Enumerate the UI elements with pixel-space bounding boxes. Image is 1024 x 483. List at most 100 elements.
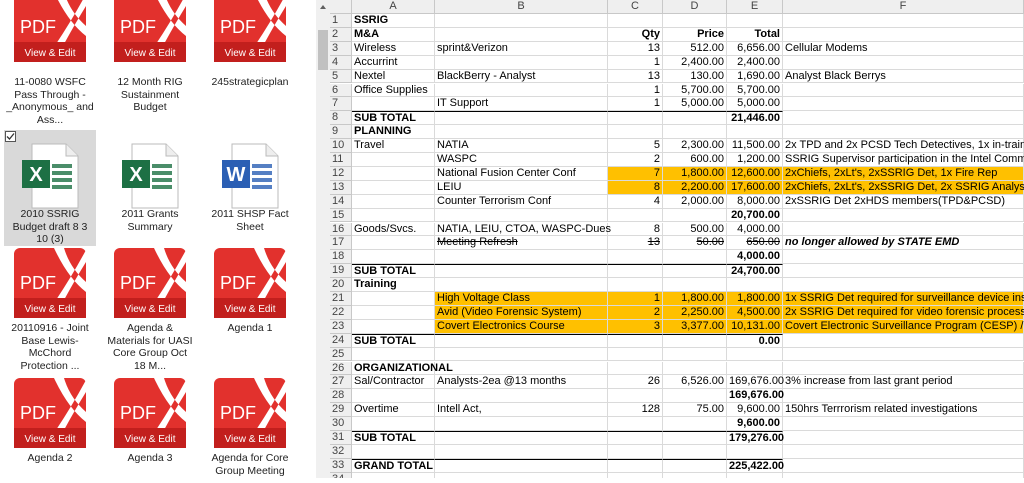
cell[interactable]: High Voltage Class xyxy=(435,292,608,306)
cell[interactable] xyxy=(608,111,663,126)
cell[interactable]: 2,200.00 xyxy=(663,180,727,195)
cell[interactable]: 21,446.00 xyxy=(727,111,783,126)
cell[interactable]: 2x SSRIG Det required for video forensic… xyxy=(783,305,1024,320)
cell[interactable]: 26 xyxy=(608,375,663,390)
cell[interactable] xyxy=(608,278,663,292)
cell[interactable] xyxy=(352,389,435,404)
cell[interactable] xyxy=(352,444,435,459)
scrollbar[interactable] xyxy=(316,0,330,478)
row-header[interactable]: 2 xyxy=(330,27,352,42)
cell[interactable]: 2,000.00 xyxy=(663,194,727,209)
cell[interactable]: WASPC xyxy=(435,153,608,167)
cell[interactable] xyxy=(352,194,435,209)
row-header[interactable]: 7 xyxy=(330,97,352,112)
cell[interactable]: 12,600.00 xyxy=(727,166,783,181)
cell[interactable]: Accurrint xyxy=(352,55,435,70)
cell[interactable]: 128 xyxy=(608,403,663,418)
cell[interactable] xyxy=(435,111,608,126)
cell[interactable]: 2,300.00 xyxy=(663,139,727,153)
cell[interactable] xyxy=(608,458,663,473)
row-header[interactable]: 12 xyxy=(330,166,352,181)
cell[interactable]: Total xyxy=(727,27,783,42)
cell[interactable]: 5 xyxy=(608,139,663,153)
cell[interactable]: 1 xyxy=(608,83,663,98)
row-header[interactable]: 4 xyxy=(330,55,352,70)
cell[interactable] xyxy=(783,389,1024,404)
cell[interactable]: 4 xyxy=(608,194,663,209)
cell[interactable] xyxy=(352,319,435,334)
cell[interactable] xyxy=(608,431,663,445)
row-header[interactable]: 32 xyxy=(330,444,352,459)
row-header[interactable]: 17 xyxy=(330,236,352,251)
cell[interactable] xyxy=(783,97,1024,112)
cell[interactable]: Cellular Modems xyxy=(783,41,1024,56)
row-header[interactable]: 28 xyxy=(330,389,352,404)
cell[interactable] xyxy=(783,222,1024,237)
cell[interactable] xyxy=(663,417,727,431)
cell[interactable] xyxy=(663,389,727,404)
cell[interactable] xyxy=(783,55,1024,70)
cell[interactable]: 2 xyxy=(608,153,663,167)
row-header[interactable]: 11 xyxy=(330,153,352,167)
cell[interactable] xyxy=(783,83,1024,98)
cell[interactable] xyxy=(435,444,608,459)
cell[interactable]: Overtime xyxy=(352,403,435,418)
row-header[interactable]: 21 xyxy=(330,292,352,306)
row-header[interactable]: 14 xyxy=(330,194,352,209)
cell[interactable]: 169,676.00 xyxy=(727,389,785,404)
cell[interactable]: LEIU xyxy=(435,180,608,195)
cell[interactable]: 24,700.00 xyxy=(727,264,783,279)
row-header[interactable]: 6 xyxy=(330,83,352,98)
cell[interactable]: 13 xyxy=(608,236,663,251)
cell[interactable] xyxy=(435,83,608,98)
cell[interactable]: Avid (Video Forensic System) xyxy=(435,305,608,320)
column-header[interactable]: F xyxy=(783,0,1024,14)
row-header[interactable]: 18 xyxy=(330,250,352,265)
column-header[interactable]: D xyxy=(663,0,727,14)
cell[interactable]: 2xSSRIG Det 2xHDS members(TPD&PCSD) xyxy=(783,194,1024,209)
cell[interactable] xyxy=(783,361,1024,376)
cell[interactable]: SUB TOTAL xyxy=(352,264,435,279)
cell[interactable]: 6,656.00 xyxy=(727,41,783,56)
cell[interactable]: NATIA xyxy=(435,139,608,153)
cell[interactable] xyxy=(608,361,663,376)
cell[interactable] xyxy=(435,347,608,362)
cell[interactable]: 8,000.00 xyxy=(727,194,783,209)
cell[interactable] xyxy=(783,111,1024,126)
cell[interactable]: NATIA, LEIU, CTOA, WASPC-Dues xyxy=(435,222,611,237)
column-header[interactable]: C xyxy=(608,0,663,14)
cell[interactable] xyxy=(663,458,727,473)
cell[interactable] xyxy=(608,444,663,459)
cell[interactable] xyxy=(608,389,663,404)
cell[interactable] xyxy=(352,153,435,167)
row-header[interactable]: 5 xyxy=(330,69,352,84)
cell[interactable] xyxy=(352,97,435,112)
cell[interactable] xyxy=(783,347,1024,362)
cell[interactable] xyxy=(663,444,727,459)
cell[interactable]: 512.00 xyxy=(663,41,727,56)
row-header[interactable]: 24 xyxy=(330,333,352,348)
cell[interactable]: 5,000.00 xyxy=(727,97,783,112)
cell[interactable]: 3 xyxy=(608,319,663,334)
cell[interactable] xyxy=(352,347,435,362)
cell[interactable]: 13 xyxy=(608,41,663,56)
row-header[interactable]: 23 xyxy=(330,319,352,334)
cell[interactable] xyxy=(663,347,727,362)
cell[interactable]: 1,800.00 xyxy=(663,166,727,181)
cell[interactable] xyxy=(663,472,727,478)
row-header[interactable]: 10 xyxy=(330,139,352,153)
cell[interactable]: Analyst Black Berrys xyxy=(783,69,1024,84)
cell[interactable] xyxy=(727,14,783,28)
cell[interactable]: Training xyxy=(352,278,435,292)
cell[interactable] xyxy=(435,458,608,473)
cell[interactable]: 2xChiefs, 2xLt's, 2xSSRIG Det, 1x Fire R… xyxy=(783,166,1024,181)
cell[interactable] xyxy=(783,125,1024,140)
row-header[interactable]: 15 xyxy=(330,208,352,223)
cell[interactable] xyxy=(783,278,1024,292)
cell[interactable]: 1,200.00 xyxy=(727,153,783,167)
cell[interactable] xyxy=(435,389,608,404)
cell[interactable] xyxy=(435,55,608,70)
cell[interactable]: 1 xyxy=(608,55,663,70)
cell[interactable] xyxy=(663,208,727,223)
cell[interactable]: 4,000.00 xyxy=(727,222,783,237)
